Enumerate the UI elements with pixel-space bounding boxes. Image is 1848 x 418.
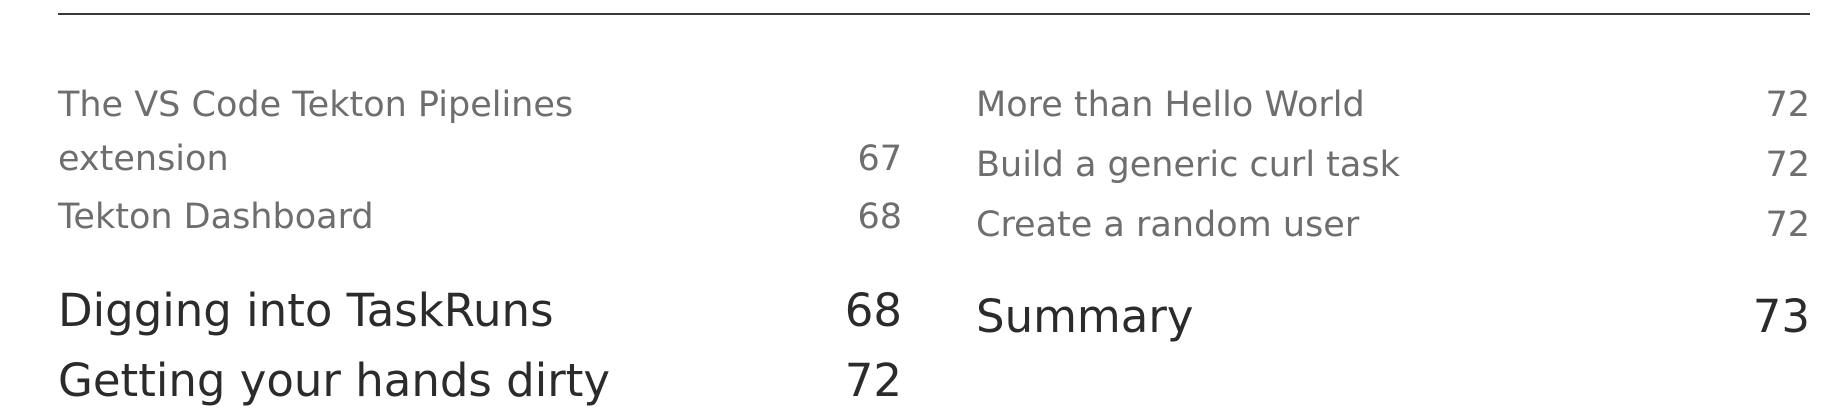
- toc-entry-page: 73: [1752, 290, 1810, 343]
- toc-entry-title: More than Hello World: [976, 85, 1365, 125]
- toc-entry-summary[interactable]: Summary 73: [976, 282, 1810, 352]
- toc-entry-page: 68: [844, 284, 902, 337]
- toc-entry-title: The VS Code Tekton Pipelines extension: [58, 78, 573, 186]
- toc-entry-build-generic-curl-task[interactable]: Build a generic curl task 72: [976, 138, 1810, 192]
- toc-entry-title: Build a generic curl task: [976, 145, 1400, 185]
- toc-entry-page: 67: [857, 139, 902, 179]
- toc-entry-page: 72: [1765, 145, 1810, 185]
- toc-entry-title-line-2: extension: [58, 139, 229, 179]
- toc-entry-title: Tekton Dashboard: [58, 197, 374, 237]
- toc-entry-tekton-dashboard[interactable]: Tekton Dashboard 68: [58, 190, 902, 244]
- toc-entry-title-line-1: The VS Code Tekton Pipelines: [58, 85, 574, 125]
- toc-entry-page: 72: [1765, 205, 1810, 245]
- toc-entry-vscode-tekton-extension[interactable]: The VS Code Tekton Pipelines extension 6…: [58, 78, 902, 186]
- toc-entry-page: 72: [844, 354, 902, 407]
- toc-entry-title: Create a random user: [976, 205, 1360, 245]
- toc-entry-page: 72: [1765, 85, 1810, 125]
- toc-entry-title: Summary: [976, 290, 1194, 343]
- toc-entry-more-than-hello-world[interactable]: More than Hello World 72: [976, 78, 1810, 132]
- toc-entry-title: Getting your hands dirty: [58, 354, 610, 407]
- toc-entry-title: Digging into TaskRuns: [58, 284, 554, 337]
- toc-entry-getting-your-hands-dirty[interactable]: Getting your hands dirty 72: [58, 346, 902, 416]
- top-rule: [58, 13, 1810, 15]
- toc-entry-page: 68: [857, 197, 902, 237]
- toc-entry-digging-into-taskruns[interactable]: Digging into TaskRuns 68: [58, 276, 902, 346]
- toc-entry-create-random-user[interactable]: Create a random user 72: [976, 198, 1810, 252]
